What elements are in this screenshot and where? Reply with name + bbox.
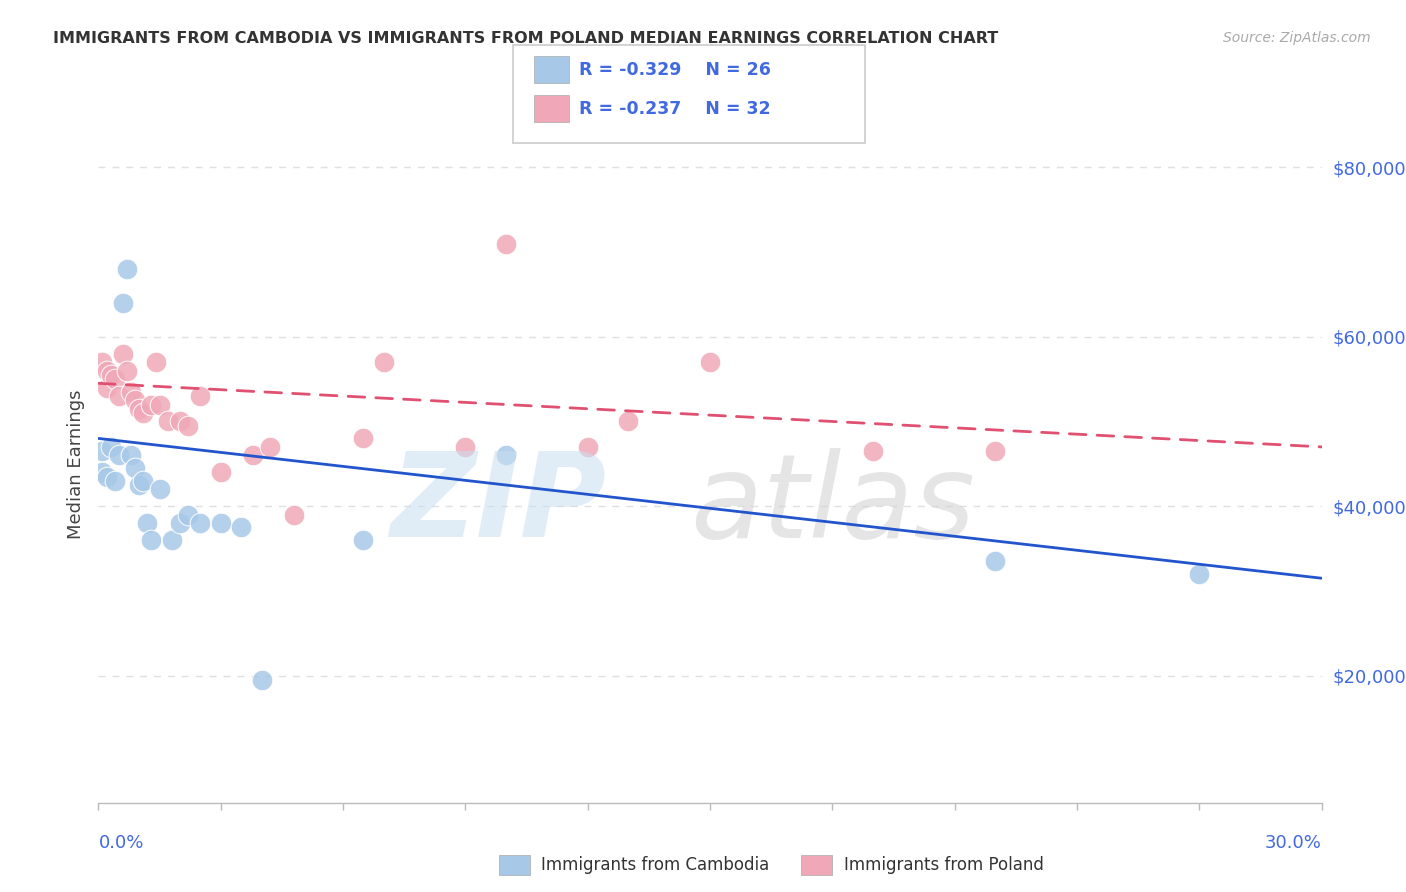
Point bbox=[128, 401, 150, 416]
Point bbox=[454, 440, 477, 454]
Point bbox=[120, 448, 142, 462]
Point bbox=[141, 533, 163, 547]
Point bbox=[373, 355, 395, 369]
Point bbox=[617, 414, 640, 429]
Point bbox=[177, 418, 200, 433]
Point bbox=[100, 440, 122, 454]
Point bbox=[91, 444, 114, 458]
Point bbox=[984, 554, 1007, 568]
Point bbox=[188, 389, 212, 403]
Point bbox=[242, 448, 264, 462]
Point bbox=[984, 444, 1007, 458]
Point bbox=[156, 414, 179, 429]
Point bbox=[91, 355, 114, 369]
Text: atlas: atlas bbox=[690, 448, 974, 562]
Y-axis label: Median Earnings: Median Earnings bbox=[66, 389, 84, 539]
Point bbox=[108, 448, 131, 462]
Point bbox=[699, 355, 721, 369]
Point bbox=[124, 393, 146, 408]
Text: IMMIGRANTS FROM CAMBODIA VS IMMIGRANTS FROM POLAND MEDIAN EARNINGS CORRELATION C: IMMIGRANTS FROM CAMBODIA VS IMMIGRANTS F… bbox=[53, 31, 998, 46]
Point bbox=[283, 508, 305, 522]
Point bbox=[115, 262, 138, 277]
Point bbox=[145, 355, 167, 369]
Text: ZIP: ZIP bbox=[389, 447, 606, 562]
Point bbox=[149, 398, 172, 412]
Point bbox=[169, 414, 191, 429]
Point bbox=[209, 516, 232, 530]
Point bbox=[120, 384, 142, 399]
Text: Source: ZipAtlas.com: Source: ZipAtlas.com bbox=[1223, 31, 1371, 45]
Point bbox=[100, 368, 122, 382]
Point bbox=[132, 406, 155, 420]
Point bbox=[96, 381, 118, 395]
Point bbox=[352, 533, 374, 547]
Point bbox=[250, 673, 273, 687]
Point bbox=[104, 372, 127, 386]
Text: 30.0%: 30.0% bbox=[1265, 834, 1322, 852]
Point bbox=[169, 516, 191, 530]
Point bbox=[259, 440, 281, 454]
Point bbox=[104, 474, 127, 488]
Point bbox=[96, 469, 118, 483]
Point bbox=[91, 466, 114, 480]
Point bbox=[115, 364, 138, 378]
Point bbox=[124, 461, 146, 475]
Point bbox=[352, 432, 374, 446]
Point bbox=[1188, 567, 1211, 582]
Text: Immigrants from Poland: Immigrants from Poland bbox=[844, 856, 1043, 874]
Point bbox=[209, 466, 232, 480]
Point bbox=[136, 516, 159, 530]
Point bbox=[128, 478, 150, 492]
Point bbox=[188, 516, 212, 530]
Text: R = -0.237    N = 32: R = -0.237 N = 32 bbox=[579, 100, 770, 118]
Text: R = -0.329    N = 26: R = -0.329 N = 26 bbox=[579, 61, 770, 78]
Point bbox=[108, 389, 131, 403]
Point bbox=[111, 346, 134, 360]
Point bbox=[576, 440, 599, 454]
Point bbox=[141, 398, 163, 412]
Text: Immigrants from Cambodia: Immigrants from Cambodia bbox=[541, 856, 769, 874]
Point bbox=[495, 448, 517, 462]
Point bbox=[862, 444, 884, 458]
Point bbox=[96, 364, 118, 378]
Point bbox=[111, 296, 134, 310]
Point bbox=[231, 520, 253, 534]
Point bbox=[149, 483, 172, 497]
Point bbox=[160, 533, 183, 547]
Point bbox=[495, 236, 517, 251]
Point bbox=[132, 474, 155, 488]
Text: 0.0%: 0.0% bbox=[98, 834, 143, 852]
Point bbox=[177, 508, 200, 522]
